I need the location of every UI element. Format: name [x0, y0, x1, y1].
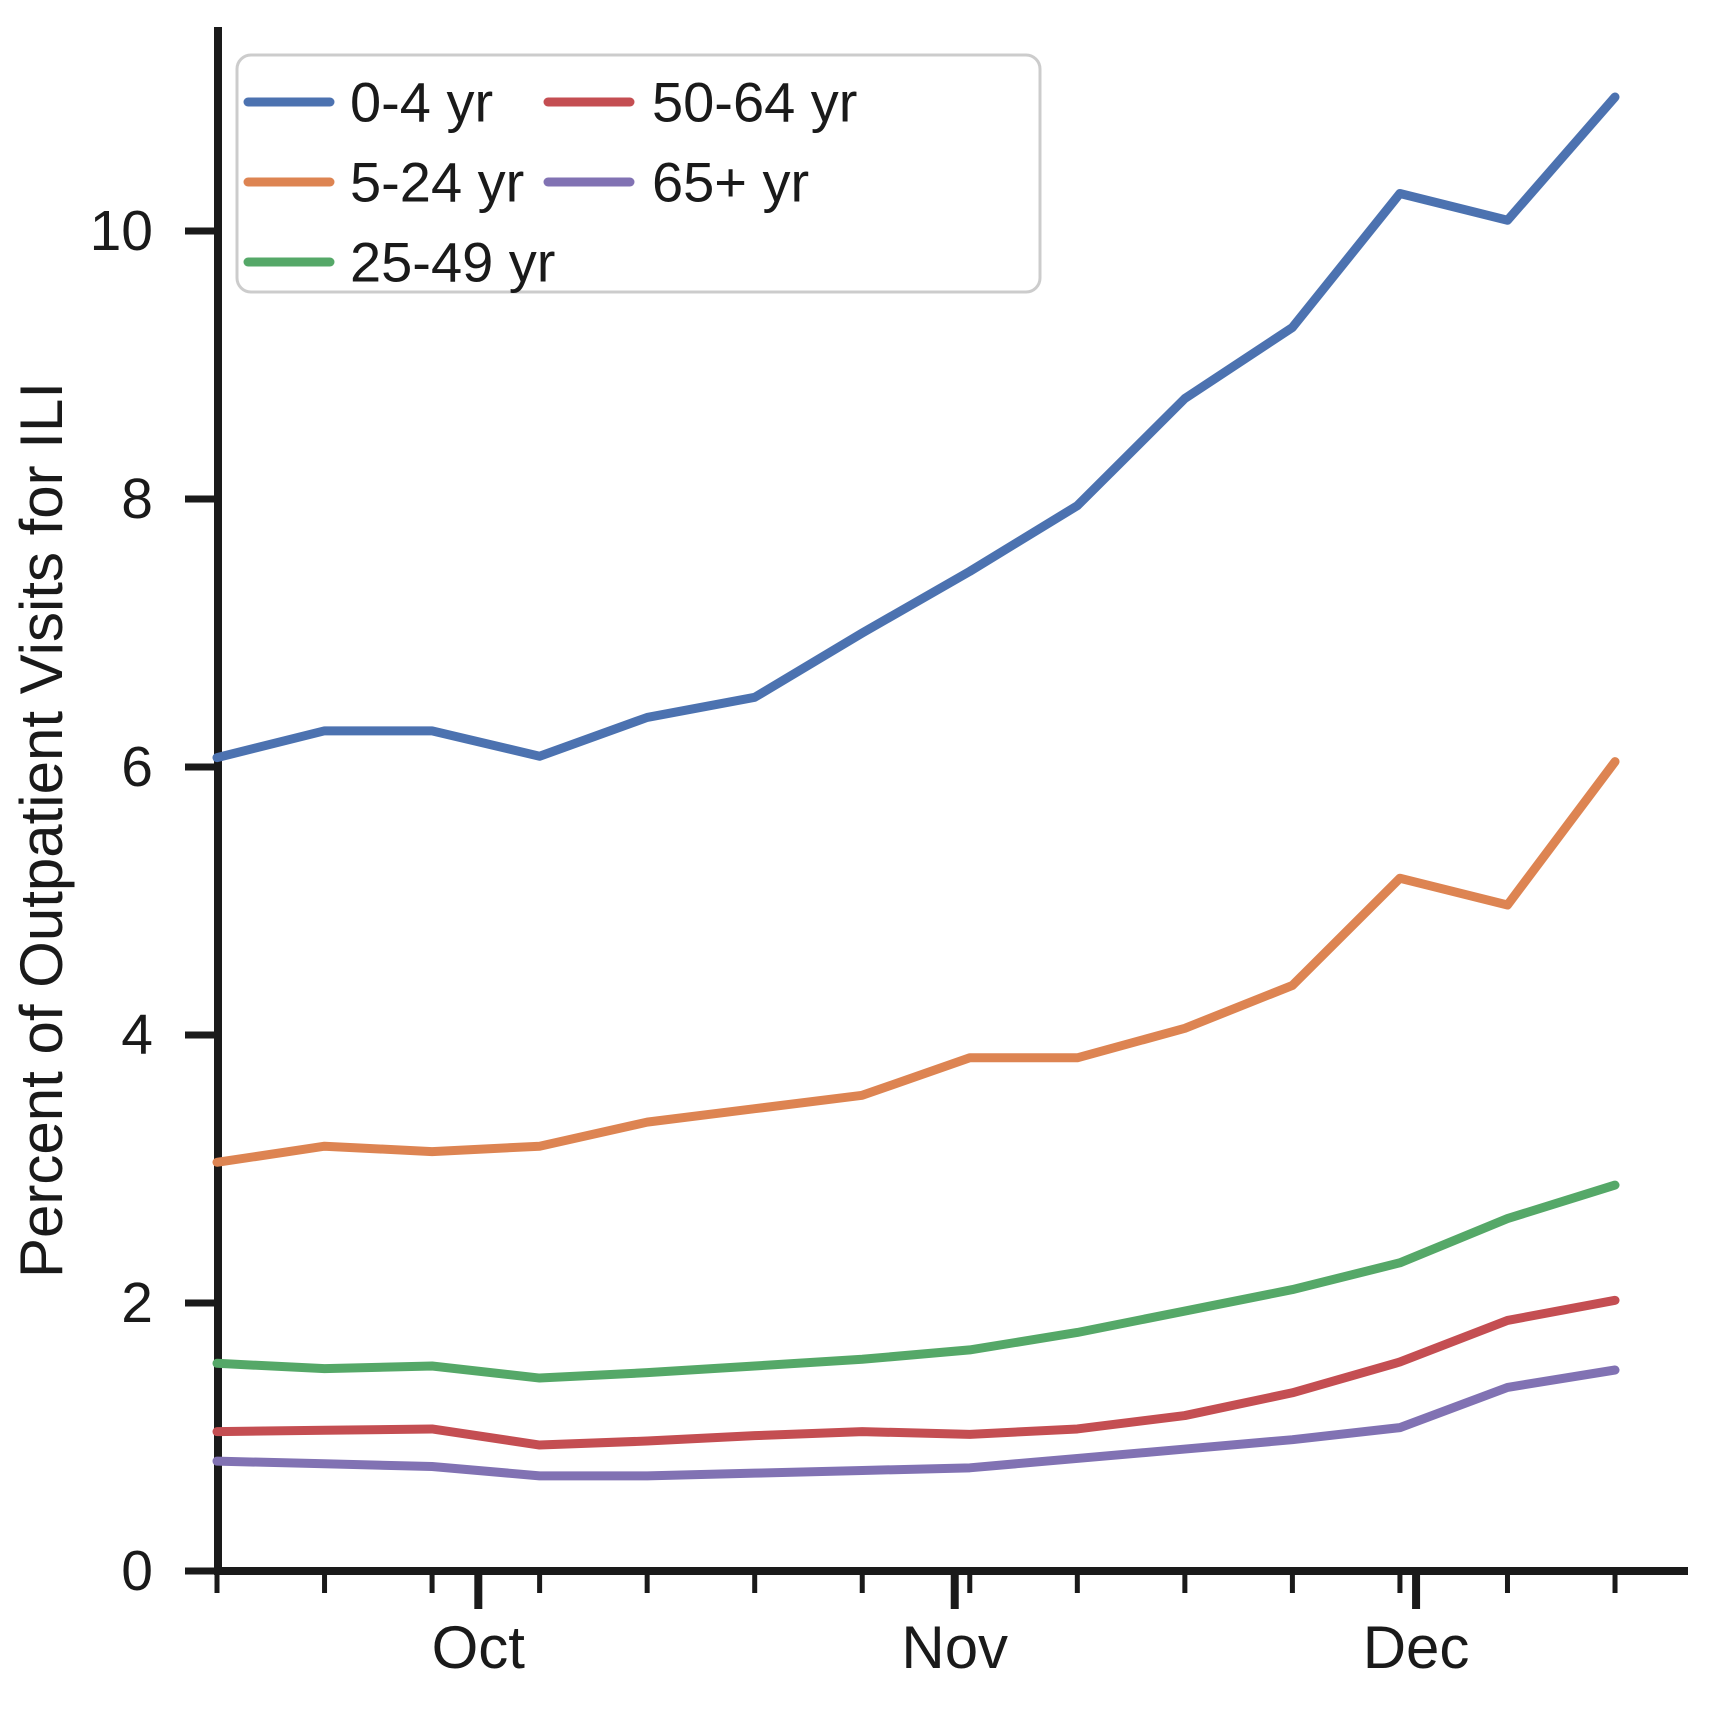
x-month-label: Nov — [901, 1614, 1008, 1681]
y-tick-label: 0 — [121, 1539, 153, 1603]
legend-label: 50-64 yr — [652, 71, 857, 134]
y-axis-title: Percent of Outpatient Visits for ILI — [8, 382, 75, 1278]
y-tick-label: 6 — [121, 735, 153, 799]
legend-entry: 25-49 yr — [243, 231, 555, 294]
legend-label: 5-24 yr — [350, 151, 524, 214]
legend-entry: 5-24 yr — [243, 151, 524, 214]
axes: 0 2 4 6 8 10 Oct Nov Dec — [90, 27, 1688, 1681]
legend-label: 0-4 yr — [350, 71, 493, 134]
legend-label: 25-49 yr — [350, 231, 555, 294]
legend-entry: 0-4 yr — [243, 71, 493, 134]
series-line — [212, 92, 1620, 763]
x-month-label: Oct — [432, 1614, 526, 1681]
legend-entry: 50-64 yr — [543, 71, 857, 134]
x-month-label: Dec — [1363, 1614, 1470, 1681]
legend: 0-4 yr 5-24 yr 25-49 yr 50-64 yr 65+ yr — [235, 53, 1042, 294]
legend-entry: 65+ yr — [543, 151, 809, 214]
legend-box — [235, 53, 1042, 294]
series-line — [212, 1180, 1620, 1383]
y-tick-label: 8 — [121, 467, 153, 531]
series-line — [212, 757, 1620, 1167]
y-tick-label: 2 — [121, 1271, 153, 1335]
series-line — [212, 1365, 1620, 1481]
y-tick-label: 10 — [90, 199, 153, 263]
legend-label: 65+ yr — [652, 151, 809, 214]
series-lines — [212, 92, 1620, 1481]
y-tick-label: 4 — [121, 1003, 153, 1067]
series-line — [212, 1295, 1620, 1450]
